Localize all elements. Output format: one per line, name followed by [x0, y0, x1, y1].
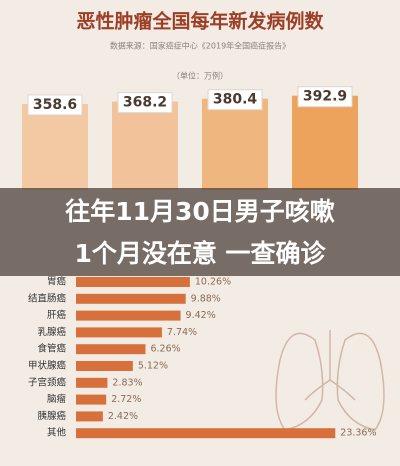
category-label: 结直肠癌: [28, 292, 67, 304]
bar: [22, 103, 88, 190]
category-label: 子宫颈癌: [28, 376, 67, 388]
value-label: 6.26%: [150, 344, 180, 355]
category-label: 胰腺癌: [37, 410, 66, 422]
value-label: 10.26%: [195, 277, 231, 288]
unit-label: （单位：万例）: [172, 71, 228, 81]
value-label: 5.12%: [138, 361, 168, 372]
headline-band: [0, 188, 400, 276]
bar: [76, 377, 108, 388]
chart-title: 恶性肿瘤全国每年新发病例数: [76, 10, 324, 33]
value-label: 392.9: [303, 89, 347, 105]
bar: [76, 411, 103, 422]
category-label: 肝癌: [47, 309, 67, 321]
value-label: 2.72%: [111, 394, 141, 405]
value-label: 9.88%: [191, 293, 221, 304]
category-label: 其他: [47, 427, 67, 439]
value-label-box: [207, 89, 263, 111]
category-label: 乳腺癌: [37, 326, 66, 338]
bar: [76, 394, 107, 405]
value-label: 380.4: [213, 92, 258, 108]
bar: [76, 428, 336, 439]
bar: [76, 344, 146, 355]
value-label: 23.36%: [340, 428, 376, 439]
bar: [76, 361, 133, 371]
value-label-box: [297, 86, 353, 108]
value-label: 358.6: [33, 97, 77, 113]
category-label: 食管癌: [37, 343, 66, 355]
bar: [76, 293, 186, 304]
category-label: 甲状腺癌: [28, 360, 67, 372]
category-label: 胃癌: [47, 276, 67, 288]
value-label: 9.42%: [186, 310, 216, 321]
bar: [76, 277, 190, 287]
value-label-box: [27, 94, 83, 116]
bar: [76, 327, 162, 338]
value-label: 368.2: [123, 95, 167, 111]
headline: 1个月没在意 一查确诊: [74, 239, 326, 268]
value-label: 2.42%: [108, 411, 138, 422]
value-label: 7.74%: [167, 327, 197, 338]
bar: [202, 98, 268, 190]
lung-illustration: [275, 330, 385, 431]
category-label: 脑瘤: [47, 393, 67, 405]
bar: [76, 310, 181, 321]
chart-subtitle: 数据来源：国家癌症中心《2019年全国癌症报告》: [110, 41, 290, 51]
value-label: 2.83%: [112, 377, 142, 388]
headline: 往年11月30日男子咳嗽: [65, 197, 335, 226]
bar: [112, 101, 178, 190]
value-label-box: [117, 92, 173, 114]
bar: [292, 95, 358, 190]
